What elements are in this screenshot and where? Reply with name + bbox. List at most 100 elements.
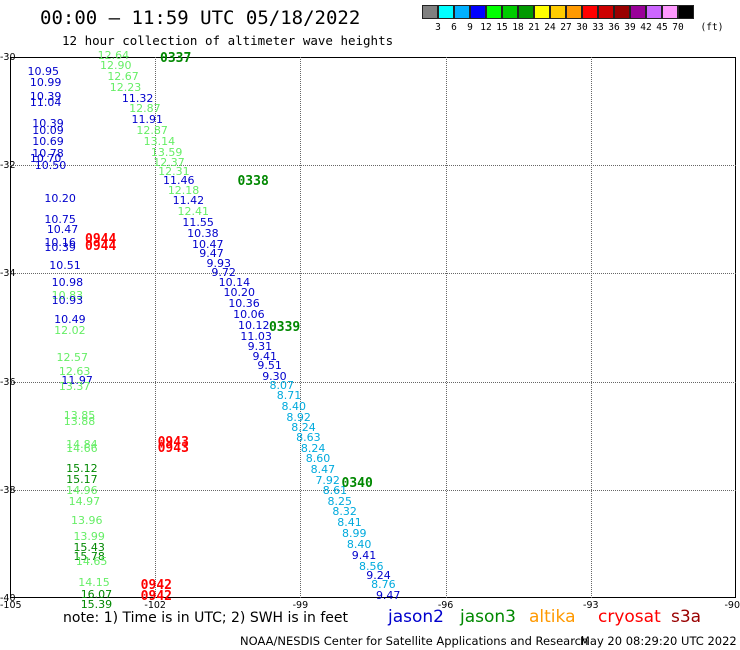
wave-height-value: 10.98 (51, 275, 84, 289)
wave-height-value: 14.15 (78, 575, 110, 589)
wave-height-value: 9.47 (375, 589, 401, 603)
satellite-legend-altika: altika (529, 607, 576, 627)
wave-height-value: 9.30 (262, 370, 287, 384)
legend-tick-label: 45 (656, 22, 668, 33)
wave-height-value: 10.16 (44, 236, 76, 250)
wave-height-value: 12.37 (153, 156, 185, 170)
wave-height-value: 9.41 (351, 548, 377, 562)
wave-height-value: 9.51 (257, 359, 282, 373)
pass-time-label: 0944 (85, 238, 117, 254)
wave-height-value: 10.20 (44, 191, 76, 205)
legend-swatch (598, 5, 614, 19)
legend-tick-label: 6 (451, 22, 457, 33)
wave-height-value: 12.63 (58, 364, 91, 378)
footer-note: note: 1) Time is in UTC; 2) SWH is in fe… (63, 610, 349, 626)
wave-height-value: 8.76 (371, 578, 396, 592)
map-frame (10, 57, 736, 598)
wave-height-value: 11.55 (182, 216, 214, 229)
wave-height-value: 10.14 (218, 275, 251, 289)
latitude-gridline (10, 381, 736, 383)
wave-height-value: 12.02 (54, 324, 86, 338)
latitude-label: -32 (0, 160, 16, 172)
legend-swatch (470, 5, 486, 19)
legend-tick-label: 39 (624, 22, 636, 33)
latitude-gridline (10, 273, 736, 275)
wave-height-value: 9.24 (366, 569, 391, 583)
wave-height-value: 10.12 (238, 318, 270, 332)
wave-height-value: 8.40 (281, 399, 307, 413)
wave-height-value: 12.90 (100, 58, 132, 72)
wave-height-value: 10.38 (187, 226, 219, 240)
latitude-label: -38 (0, 484, 16, 496)
legend-swatch (630, 5, 646, 19)
footer-credit: NOAA/NESDIS Center for Satellite Applica… (240, 634, 589, 648)
latitude-label: -30 (0, 52, 16, 63)
wave-height-value: 13.96 (71, 513, 103, 527)
legend-tick-label: 9 (467, 22, 473, 33)
legend-tick-label: 3 (435, 22, 441, 33)
wave-height-value: 15.39 (80, 598, 113, 612)
legend-swatch (678, 5, 694, 19)
wave-height-value: 10.50 (34, 159, 67, 173)
wave-height-value: 10.51 (49, 259, 81, 273)
legend-swatch (614, 5, 630, 19)
wave-height-value: 9.93 (206, 256, 232, 270)
page-subtitle: 12 hour collection of altimeter wave hei… (62, 33, 394, 48)
legend-tick-label: 12 (480, 22, 492, 33)
wave-height-value: 10.78 (32, 147, 64, 161)
wave-height-value: 10.70 (29, 152, 62, 166)
latitude-gridline (10, 489, 736, 491)
wave-height-value: 14.66 (66, 442, 98, 456)
longitude-label: -90 (724, 600, 740, 611)
color-scale-legend (422, 5, 694, 19)
longitude-gridline (300, 57, 302, 598)
wave-height-value: 8.63 (296, 430, 321, 444)
wave-height-value: 12.41 (177, 205, 210, 219)
wave-height-value: 11.42 (172, 194, 205, 208)
legend-tick-label: 30 (576, 22, 588, 33)
wave-height-value: 8.24 (291, 420, 316, 434)
wave-height-value: 16.07 (80, 587, 113, 601)
wave-height-value: 11.32 (121, 91, 154, 105)
legend-tick-label: 21 (528, 22, 540, 33)
wave-height-value: 15.17 (66, 472, 98, 486)
legend-unit-label: (ft) (700, 22, 724, 33)
wave-height-value: 13.85 (63, 409, 96, 423)
satellite-legend-cryosat: cryosat (598, 607, 661, 627)
wave-height-value: 13.88 (63, 414, 96, 428)
wave-height-value: 12.31 (158, 164, 190, 178)
wave-height-value: 10.49 (54, 313, 86, 327)
wave-height-value: 10.75 (44, 213, 76, 227)
satellite-legend-s3a: s3a (671, 607, 702, 627)
legend-swatch (646, 5, 662, 19)
longitude-gridline (590, 57, 592, 598)
pass-time-label: 0337 (160, 51, 192, 66)
latitude-label: -36 (0, 376, 16, 388)
wave-height-value: 10.69 (32, 134, 64, 148)
footer-timestamp: May 20 08:29:20 UTC 2022 (580, 634, 737, 648)
wave-height-value: 11.04 (29, 95, 62, 109)
wave-height-value: 12.57 (56, 351, 89, 365)
legend-swatch (550, 5, 566, 19)
legend-swatch (486, 5, 502, 19)
legend-swatch (518, 5, 534, 19)
wave-height-value: 10.36 (228, 297, 260, 311)
longitude-label: -99 (292, 600, 309, 611)
wave-height-value: 12.18 (167, 183, 200, 197)
legend-tick-label: 27 (560, 22, 572, 33)
pass-time-label: 0942 (140, 589, 172, 605)
wave-height-value: 7.92 (315, 474, 340, 488)
legend-swatch (662, 5, 678, 19)
wave-height-value: 9.41 (252, 349, 278, 363)
wave-height-value: 14.96 (66, 483, 98, 497)
wave-height-value: 13.14 (143, 134, 176, 148)
legend-swatch (454, 5, 470, 19)
legend-tick-label: 36 (608, 22, 620, 33)
wave-height-value: 11.91 (131, 113, 164, 127)
wave-height-value: 15.78 (73, 549, 105, 563)
pass-time-label: 0943 (157, 440, 189, 456)
wave-height-value: 8.60 (305, 452, 331, 466)
wave-height-value: 15.12 (66, 462, 98, 476)
longitude-label: -96 (437, 600, 454, 611)
